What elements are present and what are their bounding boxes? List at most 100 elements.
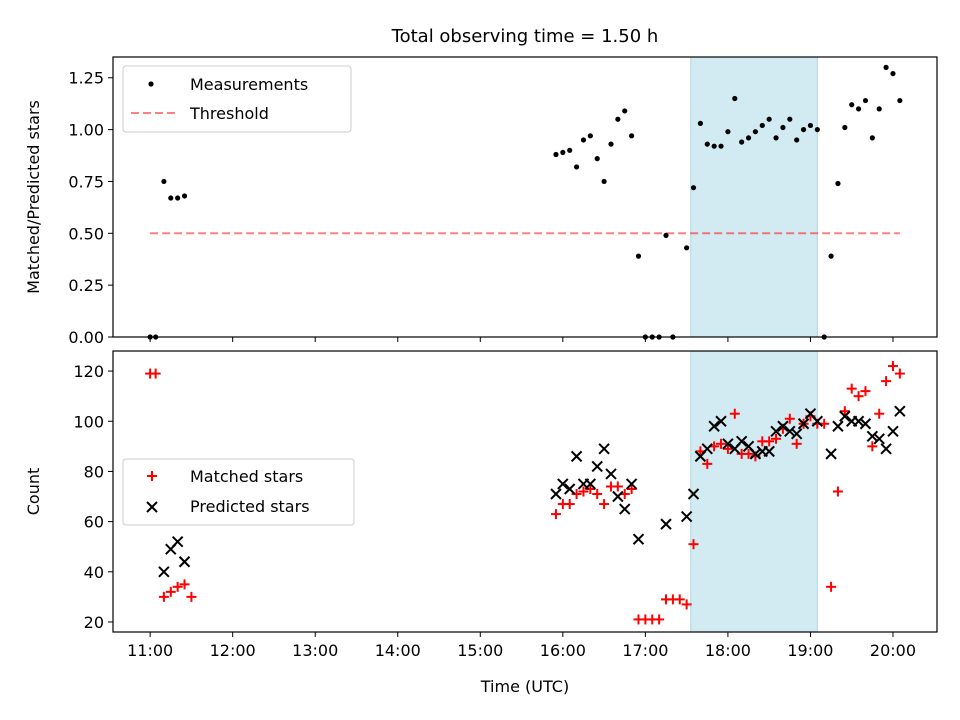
data-point — [880, 443, 892, 455]
y-axis-label: Matched/Predicted stars — [24, 100, 43, 294]
data-point — [629, 133, 635, 139]
data-point — [186, 591, 197, 602]
data-point-stroke — [591, 460, 603, 473]
data-point — [718, 143, 724, 149]
axes-frame — [112, 350, 938, 633]
data-point — [680, 510, 693, 523]
data-point — [663, 232, 669, 238]
data-point — [158, 566, 170, 578]
legend-box — [122, 458, 355, 526]
data-point — [601, 178, 607, 185]
data-point — [722, 443, 733, 454]
data-point — [745, 135, 752, 141]
data-point — [165, 586, 176, 597]
data-point — [766, 116, 772, 122]
legend-marker-predicted — [146, 501, 158, 513]
y-tick-label: 1.25 — [68, 69, 104, 88]
data-point — [807, 122, 814, 129]
legend: Matched stars Predicted stars — [122, 458, 355, 526]
x-tick-label: 14:00 — [375, 641, 421, 660]
data-point — [690, 185, 697, 191]
data-point — [876, 106, 882, 112]
shaded-region — [690, 56, 818, 338]
legend-label: Threshold — [189, 104, 269, 123]
data-point — [791, 438, 802, 449]
data-point — [839, 410, 851, 422]
data-point — [846, 383, 857, 394]
data-point — [158, 591, 169, 602]
data-point — [729, 408, 740, 419]
legend-label: Matched stars — [190, 467, 303, 486]
data-point-stroke — [894, 405, 906, 417]
shaded-region — [690, 350, 818, 633]
data-point-stroke — [570, 450, 583, 463]
data-point — [773, 135, 779, 141]
data-point — [570, 450, 583, 463]
data-point — [873, 433, 885, 445]
data-point — [684, 245, 690, 251]
data-point — [825, 448, 837, 460]
x-tick-label: 18:00 — [705, 641, 751, 660]
data-point-stroke — [873, 433, 885, 445]
data-point — [826, 581, 837, 592]
data-point-stroke — [715, 415, 727, 427]
y-tick-label: 100 — [73, 412, 104, 431]
x-tick-label: 11:00 — [127, 641, 173, 660]
data-point-stroke — [797, 418, 810, 430]
data-point — [557, 478, 569, 490]
data-point-stroke — [605, 468, 617, 480]
data-point — [704, 141, 710, 147]
data-point-stroke — [859, 418, 872, 430]
chart-title: Total observing time = 1.50 h — [391, 26, 659, 47]
data-point — [784, 425, 796, 437]
data-point — [732, 95, 738, 102]
data-point-stroke — [777, 420, 789, 432]
data-point — [573, 164, 580, 170]
data-point — [764, 436, 775, 447]
data-point — [725, 129, 731, 135]
legend-marker-measurements — [148, 81, 154, 87]
data-point — [867, 441, 878, 452]
data-point — [619, 503, 631, 515]
y-tick-label: 0.75 — [68, 172, 104, 191]
data-point — [168, 195, 174, 201]
data-point — [849, 102, 855, 108]
data-point — [550, 488, 562, 500]
data-point — [175, 195, 181, 201]
legend-marker-stroke — [146, 501, 158, 513]
data-point — [722, 438, 734, 450]
data-point — [759, 122, 765, 129]
data-point-stroke — [701, 443, 713, 455]
data-point — [622, 108, 628, 114]
data-point — [172, 581, 183, 592]
data-point — [749, 448, 762, 460]
data-point — [784, 413, 795, 424]
data-point — [567, 147, 573, 153]
x-tick-label: 19:00 — [787, 641, 833, 660]
data-point — [842, 124, 848, 131]
data-point — [853, 391, 864, 402]
data-point — [716, 438, 727, 449]
data-point — [835, 180, 841, 187]
x-tick-label: 16:00 — [540, 641, 586, 660]
data-point-stroke — [619, 503, 631, 515]
data-point-stroke — [749, 448, 762, 460]
data-point — [874, 408, 885, 419]
data-point-stroke — [784, 425, 796, 437]
data-point — [735, 435, 748, 448]
y-axis-label: Count — [24, 468, 43, 516]
data-point-stroke — [763, 445, 775, 458]
data-point — [814, 126, 820, 133]
data-point — [591, 460, 603, 473]
data-point — [625, 478, 638, 490]
data-point — [708, 420, 720, 432]
data-point — [564, 483, 576, 495]
data-point — [866, 430, 879, 443]
y-tick-label: 0.50 — [68, 224, 104, 243]
data-point — [715, 415, 727, 427]
data-point — [790, 428, 803, 440]
data-point — [179, 579, 190, 590]
data-point-stroke — [825, 448, 837, 460]
data-point — [859, 418, 872, 430]
